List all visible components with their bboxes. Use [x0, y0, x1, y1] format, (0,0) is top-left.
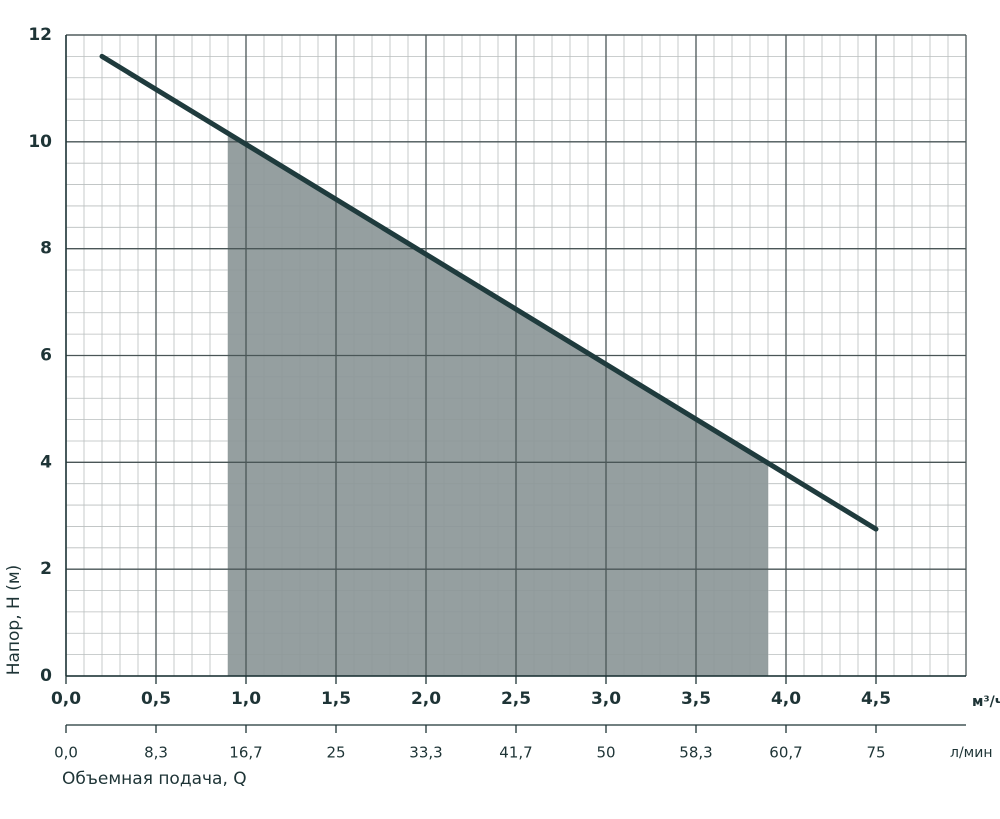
- x-tick-label: 0,5: [141, 689, 171, 709]
- x2-tick-label: 41,7: [499, 744, 532, 762]
- x2-tick-label: 25: [326, 744, 345, 762]
- y-axis-label: Напор, H (м): [4, 565, 24, 676]
- x-unit: м³/ч: [972, 694, 1000, 710]
- x-tick-label: 2,5: [501, 689, 531, 709]
- x-axis-label: Объемная подача, Q: [62, 769, 247, 789]
- x-tick-label: 3,5: [681, 689, 711, 709]
- x2-tick-label: 75: [866, 744, 885, 762]
- x-tick-label: 2,0: [411, 689, 441, 709]
- x2-tick-label: 50: [596, 744, 615, 762]
- x2-tick-label: 8,3: [144, 744, 168, 762]
- x-tick-label: 0,0: [51, 689, 81, 709]
- y-tick-label: 0: [40, 666, 52, 686]
- x2-tick-label: 33,3: [409, 744, 442, 762]
- y-tick-label: 10: [28, 132, 52, 152]
- y-tick-label: 4: [40, 452, 52, 472]
- x-tick-label: 1,5: [321, 689, 351, 709]
- operating-range: [228, 133, 768, 677]
- x-tick-label: 4,5: [861, 689, 891, 709]
- y-tick-label: 6: [40, 346, 52, 366]
- x-tick-label: 1,0: [231, 689, 261, 709]
- x-tick-label: 4,0: [771, 689, 801, 709]
- performance-curve: [99, 53, 879, 532]
- y-tick-label: 12: [28, 25, 52, 45]
- y-tick-label: 2: [40, 559, 52, 579]
- x2-tick-label: 60,7: [769, 744, 802, 762]
- x2-tick-label: 0,0: [54, 744, 78, 762]
- x-tick-label: 3,0: [591, 689, 621, 709]
- x2-tick-label: 16,7: [229, 744, 262, 762]
- x2-tick-label: 58,3: [679, 744, 712, 762]
- y-tick-label: 8: [40, 239, 52, 259]
- x2-unit: л/мин: [950, 745, 992, 761]
